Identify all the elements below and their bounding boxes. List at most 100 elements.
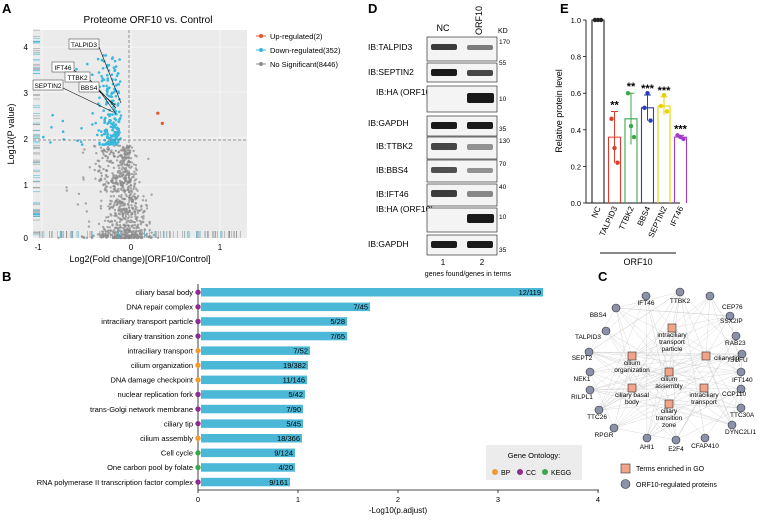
bar-category-label: NC (590, 205, 603, 219)
point-no-significant (141, 199, 145, 202)
protein-node (736, 384, 746, 394)
point-no-significant (105, 216, 108, 219)
bar-outline (673, 136, 688, 203)
network-edge (645, 295, 673, 329)
network-edge (615, 307, 633, 389)
data-point (664, 109, 670, 114)
point-no-significant (125, 174, 128, 177)
network-edge (598, 387, 705, 411)
point-down-regulated (110, 73, 114, 76)
protein-node (705, 291, 715, 301)
point-no-significant (103, 149, 107, 153)
point-down-regulated (94, 121, 97, 125)
data-point (628, 123, 634, 129)
network-legend: Terms enriched in GO ORF10-regulated pro… (620, 463, 717, 489)
point-no-significant (102, 153, 105, 156)
term-node (664, 399, 674, 409)
network-edge (671, 315, 731, 329)
point-no-significant (115, 159, 119, 162)
point-no-significant (135, 187, 138, 190)
point-no-significant (121, 233, 125, 236)
volcano-title: Proteome ORF10 vs. Control (84, 15, 213, 26)
point-down-regulated (112, 124, 116, 128)
point-down-regulated (112, 66, 116, 69)
point-no-significant (107, 231, 111, 235)
point-no-significant (133, 210, 137, 213)
point-no-significant (115, 181, 118, 185)
ontology-dot (195, 435, 201, 441)
point-down-regulated (98, 96, 101, 99)
point-down-regulated (105, 136, 109, 139)
y-tick-4: 4 (24, 43, 29, 52)
point-no-significant (115, 223, 118, 226)
enrichment-bar (201, 419, 303, 428)
data-point (681, 136, 686, 142)
point-no-significant (126, 212, 130, 216)
point-no-significant (133, 223, 137, 227)
network-edge (668, 335, 737, 405)
term-node-label: cilium assembly (655, 376, 683, 390)
blot-label: IB:GAPDH (368, 118, 409, 128)
enrichment-count-label: 7/65 (330, 332, 345, 341)
term-node-label: ciliary basal body (615, 392, 650, 406)
blot-label: IB:BBS4 (376, 165, 408, 175)
network-edge (646, 355, 707, 439)
point-down-regulated (105, 84, 108, 88)
point-down-regulated (98, 143, 101, 146)
point-no-significant (112, 166, 116, 170)
point-no-significant (120, 195, 123, 199)
blot-label: IB:TALPID3 (368, 42, 413, 52)
network-edge (631, 315, 731, 357)
protein-node (675, 287, 685, 297)
term-node-label: intraciliary transport particle (657, 332, 687, 353)
point-down-regulated (117, 72, 120, 75)
network-edge (675, 407, 742, 441)
point-no-significant (102, 183, 105, 187)
bar-y-ticks: 0.0 0.2 0.4 0.6 0.8 1.0 (571, 16, 586, 208)
point-no-significant (126, 227, 129, 230)
point-no-significant (118, 170, 122, 173)
point-no-significant (126, 219, 129, 223)
protein-node-label: NEK1 (574, 376, 591, 383)
protein-node (601, 326, 611, 336)
point-no-significant (121, 214, 125, 217)
network-edge (615, 307, 670, 373)
point-no-significant (111, 224, 114, 227)
point-no-significant (130, 212, 133, 216)
point-down-regulated (100, 79, 104, 83)
point-no-significant (125, 183, 128, 186)
point-no-significant (87, 225, 91, 228)
point-no-significant (119, 208, 123, 211)
enrichment-bar (201, 361, 308, 370)
point-no-significant (138, 219, 142, 223)
point-down-regulated (117, 120, 121, 123)
point-no-significant (147, 236, 151, 239)
network-edge (646, 387, 705, 439)
network-edge (705, 295, 711, 357)
point-no-significant (104, 154, 107, 158)
point-down-regulated (105, 93, 109, 96)
point-no-significant (103, 219, 107, 222)
y-tick-label: 0.0 (571, 199, 581, 208)
point-down-regulated (102, 54, 105, 57)
point-no-significant (106, 233, 109, 236)
point-down-regulated (105, 141, 108, 145)
legend-up: Up-regulated(2) (270, 32, 323, 41)
point-down-regulated (108, 143, 111, 146)
volcano-plot-area (33, 30, 247, 238)
point-no-significant (144, 199, 148, 202)
point-down-regulated (108, 137, 111, 140)
protein-node-label: RAB23 (725, 340, 746, 347)
point-no-significant (129, 192, 132, 196)
point-no-significant (134, 198, 137, 201)
y-tick-1: 1 (24, 181, 29, 190)
blot-row-ttbk2: IB:TTBK2 130 (376, 136, 510, 160)
point-no-significant (94, 162, 97, 165)
volcano-legend: Up-regulated(2) Down-regulated(352) No S… (256, 32, 341, 69)
enrichment-count-label: 19/382 (283, 361, 306, 370)
point-no-significant (107, 219, 110, 223)
panel-letter-d: D (368, 1, 377, 16)
point-no-significant (124, 213, 128, 216)
network-edge (615, 307, 705, 389)
point-down-regulated (106, 132, 110, 136)
